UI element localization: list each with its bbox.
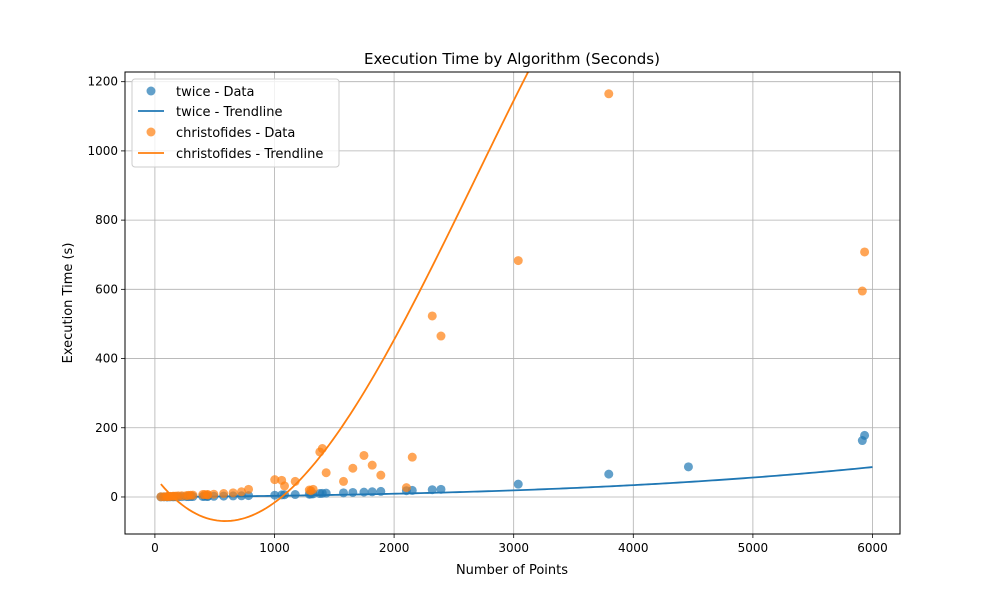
- christofides-data-point: [308, 484, 318, 494]
- y-tick-label: 0: [110, 490, 118, 504]
- christofides-data-point: [321, 468, 331, 478]
- twice-data-point: [290, 490, 300, 500]
- legend-label-christofides-trendline: christofides - Trendline: [176, 147, 323, 162]
- legend-label-twice-trendline: twice - Trendline: [176, 105, 282, 120]
- y-tick-label: 800: [95, 213, 118, 227]
- y-axis-ticks: 0 200 400 600 800 1000 1200: [87, 75, 125, 504]
- twice-trendline-line: [160, 466, 873, 498]
- christofides-data-point: [244, 484, 254, 494]
- x-tick-label: 6000: [857, 541, 888, 555]
- christofides-data-point: [359, 450, 369, 460]
- legend-marker-twice-data: [146, 86, 156, 96]
- christofides-data-point: [228, 488, 238, 498]
- x-tick-label: 0: [151, 541, 159, 555]
- plot-area: [156, 72, 873, 522]
- x-tick-label: 3000: [498, 541, 529, 555]
- x-tick-label: 4000: [618, 541, 649, 555]
- christofides-data-point: [339, 476, 349, 486]
- christofides-data-point: [219, 489, 229, 499]
- legend-box: [131, 78, 340, 168]
- plot-frame: [124, 71, 901, 535]
- twice-data-point: [683, 462, 693, 472]
- christofides-data-point: [270, 475, 280, 485]
- christofides-data-point: [376, 470, 386, 480]
- x-tick-label: 2000: [379, 541, 410, 555]
- christofides-data-point: [427, 311, 437, 321]
- legend: twice - Data twice - Trendline christofi…: [131, 78, 340, 168]
- legend-label-christofides-data: christofides - Data: [176, 126, 295, 141]
- y-tick-label: 200: [95, 421, 118, 435]
- christofides-data-point: [513, 256, 523, 266]
- christofides-data-point: [280, 481, 290, 491]
- christofides-data-point: [436, 331, 446, 341]
- x-tick-label: 5000: [738, 541, 769, 555]
- christofides-data-point: [188, 490, 198, 500]
- christofides-data-point: [209, 489, 219, 499]
- y-tick-label: 1200: [87, 75, 118, 89]
- chart-title: Execution Time by Algorithm (Seconds): [364, 50, 660, 68]
- christofides-data-point: [348, 463, 358, 473]
- x-axis-label: Number of Points: [456, 563, 568, 578]
- christofides-data-point: [604, 89, 614, 99]
- y-tick-label: 400: [95, 352, 118, 366]
- christofides-data-point: [860, 247, 870, 257]
- twice-data-point: [339, 488, 349, 498]
- twice-data-point: [348, 487, 358, 497]
- christofides-data-point: [401, 483, 411, 493]
- christofides-data-point: [236, 487, 246, 497]
- x-axis-ticks: 0 1000 2000 3000 4000 5000 6000: [151, 534, 888, 555]
- twice-data-point: [436, 484, 446, 494]
- twice-data-point: [513, 479, 523, 489]
- twice-data-point: [860, 430, 870, 440]
- christofides-trendline-line: [160, 72, 530, 522]
- twice-data-point: [604, 469, 614, 479]
- christofides-data-point: [367, 460, 377, 470]
- y-tick-label: 1000: [87, 144, 118, 158]
- x-tick-label: 1000: [259, 541, 290, 555]
- y-tick-label: 600: [95, 282, 118, 296]
- y-axis-label: Execution Time (s): [61, 243, 76, 364]
- twice-data-point: [321, 488, 331, 498]
- grid-lines: [125, 72, 900, 534]
- legend-marker-christofides-data: [146, 127, 156, 137]
- christofides-data-point: [407, 452, 417, 462]
- legend-label-twice-data: twice - Data: [176, 85, 254, 100]
- christofides-data-point: [857, 286, 867, 296]
